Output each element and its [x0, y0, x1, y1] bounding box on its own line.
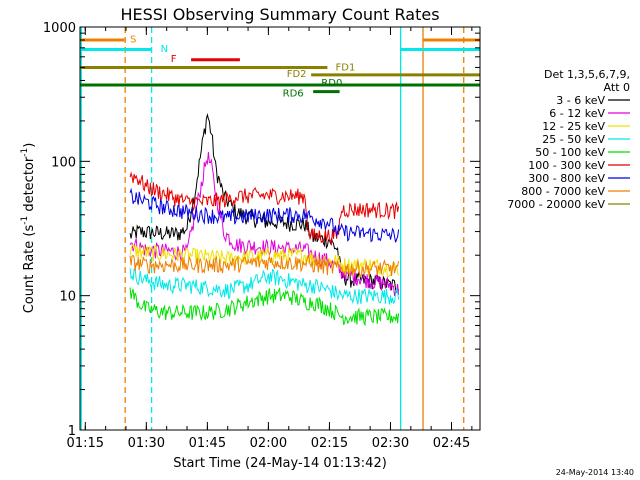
data-series [129, 112, 400, 327]
x-tick-label: 02:15 [311, 436, 348, 451]
legend-label: 7000 - 20000 keV [507, 198, 605, 211]
flag-bars: S NF FD1 FD2 RD0 RD6 [80, 35, 480, 100]
series-line [129, 112, 400, 294]
y-tick-label: 10 [59, 290, 76, 305]
y-axis-label-part: -1 [20, 216, 30, 225]
flag-label: RD6 [283, 89, 304, 100]
legend-label: 12 - 25 keV [542, 120, 605, 133]
footer-timestamp: 24-May-2014 13:40 [556, 468, 634, 477]
y-axis-label-part: -1 [20, 148, 30, 157]
legend-title: Det 1,3,5,6,7,9, [544, 68, 630, 81]
x-tick-label: 01:45 [189, 436, 226, 451]
series-line [129, 171, 400, 247]
y-axis-label-part: Count Rate (s [22, 225, 37, 314]
series-line [129, 254, 400, 278]
legend-label: 25 - 50 keV [542, 133, 605, 146]
x-tick-label: 02:00 [250, 436, 287, 451]
legend-title: Att 0 [604, 81, 630, 94]
y-tick-label: 1000 [43, 21, 76, 36]
y-tick-label: 1 [68, 424, 76, 439]
flag-label: F [171, 54, 177, 65]
series-line [129, 244, 400, 277]
y-tick-label: 100 [51, 155, 76, 170]
legend-label: 300 - 800 keV [528, 172, 605, 185]
vertical-markers [80, 27, 465, 430]
x-tick-label: 02:45 [433, 436, 470, 451]
y-axis-label-part: ) [22, 143, 37, 148]
y-axis-label-part: detector [22, 156, 37, 216]
y-axis-label: Count Rate (s-1 detector-1) [20, 143, 37, 314]
y-axis-ticks: 1 10 100 1000 [43, 21, 480, 439]
x-axis-label: Start Time (24-May-14 01:13:42) [173, 456, 387, 471]
flag-label: N [161, 44, 168, 55]
legend-label: 6 - 12 keV [549, 107, 605, 120]
plot-frame [79, 26, 481, 431]
flag-label: FD2 [287, 69, 307, 80]
series-line [129, 187, 400, 243]
chart-title: HESSI Observing Summary Count Rates [120, 5, 439, 24]
x-tick-label: 01:15 [67, 436, 104, 451]
series-line [129, 266, 400, 305]
series-line [129, 287, 400, 327]
legend-label: 50 - 100 keV [535, 146, 605, 159]
flag-label: RD0 [321, 78, 342, 89]
x-axis-ticks: 01:15 01:30 01:45 02:00 02:15 02:30 02:45 [67, 27, 473, 451]
flag-label: FD1 [336, 62, 356, 73]
legend-label: 100 - 300 keV [528, 159, 605, 172]
legend-label: 800 - 7000 keV [521, 185, 605, 198]
x-tick-label: 02:30 [372, 436, 409, 451]
legend-label: 3 - 6 keV [556, 94, 605, 107]
x-tick-label: 01:30 [128, 436, 165, 451]
flag-label: S [130, 35, 136, 46]
